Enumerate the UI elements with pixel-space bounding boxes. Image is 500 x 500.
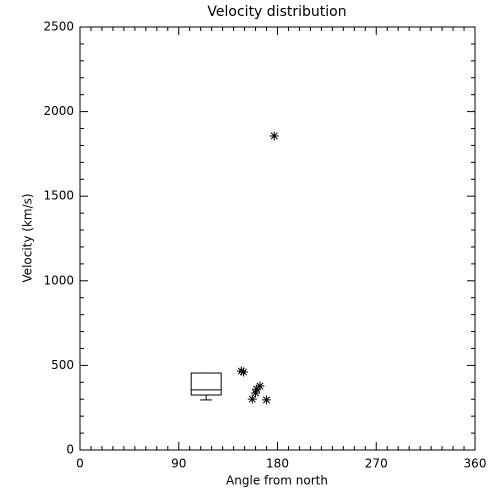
data-point [269, 131, 279, 141]
y-tick-label: 2000 [43, 104, 74, 118]
x-tick-label: 90 [171, 457, 186, 471]
data-point [238, 367, 248, 377]
box [190, 372, 222, 396]
data-point [262, 395, 272, 405]
x-tick-label: 270 [365, 457, 388, 471]
y-tick-label: 1000 [43, 273, 74, 287]
x-axis-label: Angle from north [226, 474, 328, 488]
plot-frame [79, 26, 476, 451]
chart-title: Velocity distribution [207, 4, 346, 20]
y-tick-label: 0 [66, 443, 74, 457]
y-tick-label: 500 [51, 358, 74, 372]
data-point [247, 394, 257, 404]
data-point [251, 388, 261, 398]
data-point [236, 366, 246, 376]
data-point [255, 381, 265, 391]
x-tick-label: 0 [76, 457, 84, 471]
y-tick-label: 1500 [43, 189, 74, 203]
y-tick-label: 2500 [43, 20, 74, 34]
x-tick-label: 360 [464, 457, 487, 471]
y-axis-label: Velocity (km/s) [21, 193, 35, 282]
x-tick-label: 180 [266, 457, 289, 471]
